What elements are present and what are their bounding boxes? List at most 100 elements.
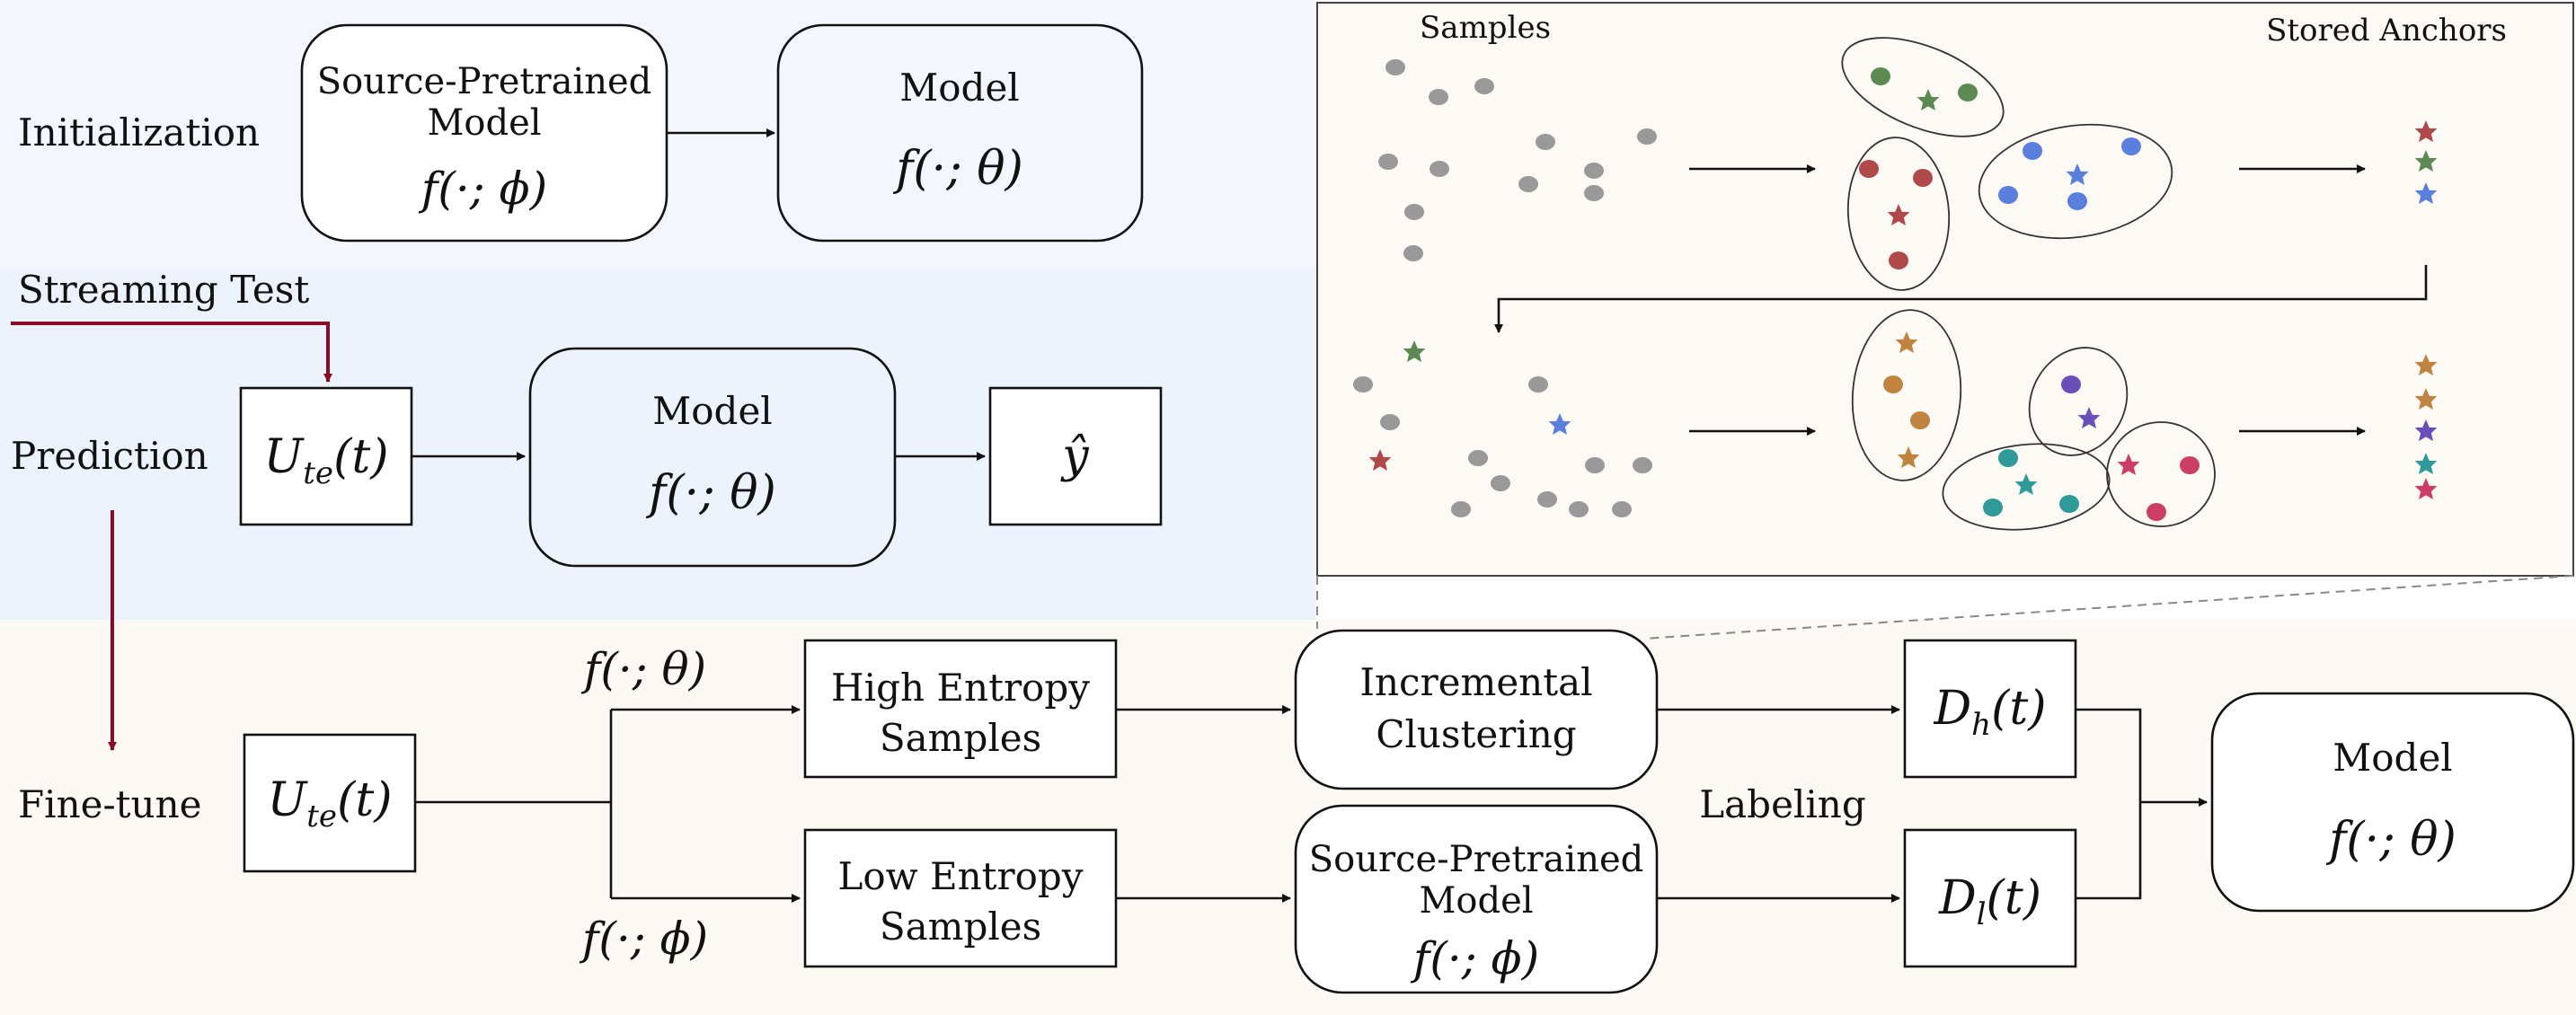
dl-argument: (t) — [1987, 871, 2041, 925]
pink-point — [2147, 503, 2166, 521]
sample-point — [1537, 491, 1557, 508]
prediction-output-label: ŷ — [1060, 429, 1089, 483]
sample-point — [1491, 475, 1510, 491]
final-model-label: Model — [2333, 736, 2452, 780]
init-model-label: Model — [899, 66, 1019, 110]
clustering-line1: Incremental — [1359, 660, 1592, 704]
cluster-ellipse-orange — [1851, 309, 1962, 481]
high-entropy-line1: High Entropy — [831, 666, 1090, 710]
prediction-model-box — [528, 347, 897, 568]
green-point — [1871, 67, 1890, 85]
sample-point — [1429, 89, 1448, 105]
prediction-model-label: Model — [652, 389, 772, 433]
cluster-ellipse-green — [1841, 37, 2005, 137]
sample-point — [1536, 134, 1555, 150]
row1-samples — [1378, 59, 1657, 261]
dl-label: Dl(t) — [1938, 871, 2041, 932]
green-point — [1958, 84, 1978, 102]
dh-box — [1903, 639, 2077, 779]
sample-point — [1612, 501, 1632, 517]
low-entropy-line2: Samples — [880, 905, 1041, 949]
sample-point — [1385, 59, 1405, 75]
merge-line — [2076, 708, 2142, 900]
final-model-function: f(·; θ) — [2325, 813, 2456, 867]
ute-subscript: te — [306, 799, 337, 834]
sample-point — [1637, 128, 1657, 145]
inset-samples-label: Samples — [1420, 10, 1551, 46]
source-model-title-line1: Source-Pretrained — [317, 61, 652, 102]
red-point — [1889, 252, 1908, 269]
labeling-label: Labeling — [1699, 782, 1865, 826]
cluster-ellipse-red — [1846, 137, 1951, 291]
finetune-source-function: f(·; ϕ) — [1410, 932, 1539, 984]
finetune-background — [0, 620, 2576, 1015]
sample-point — [1569, 501, 1589, 517]
dh-argument: (t) — [1991, 682, 2046, 736]
sample-point — [1633, 457, 1652, 473]
zoom-line-right — [1643, 575, 2574, 640]
ute-argument: (t) — [333, 430, 388, 484]
sample-point — [1585, 457, 1605, 473]
prediction-input-label: Ute(t) — [263, 430, 388, 491]
high-entropy-line2: Samples — [880, 716, 1041, 760]
prediction-model-function: f(·; θ) — [645, 466, 776, 520]
red-point — [1913, 169, 1933, 187]
prediction-output-box — [988, 386, 1163, 526]
teal-point — [2059, 495, 2079, 513]
blue-point — [2121, 137, 2141, 155]
sample-point — [1451, 501, 1471, 517]
blue-point — [2067, 192, 2087, 210]
cluster-ellipse-pink — [2106, 421, 2216, 527]
dl-box — [1903, 828, 2077, 968]
sample-point — [1404, 204, 1424, 220]
branch-label-theta: f(·; θ) — [580, 643, 706, 695]
pink-point — [2180, 456, 2200, 474]
init-model-function: f(·; θ) — [892, 142, 1023, 196]
branch-label-phi: f(·; ϕ) — [579, 913, 708, 965]
ute-argument: (t) — [337, 773, 392, 827]
phase-label-streaming-test: Streaming Test — [18, 268, 309, 312]
inset-panel — [1316, 2, 2574, 577]
sample-point — [1430, 161, 1449, 177]
source-model-function: f(·; ϕ) — [418, 163, 547, 215]
ute-subscript: te — [303, 455, 333, 491]
sample-point — [1380, 414, 1400, 430]
teal-point — [1998, 449, 2018, 467]
cluster-ellipse-teal — [1942, 443, 2111, 531]
sample-point — [1474, 78, 1494, 94]
blue-point — [2023, 142, 2042, 160]
sample-point — [1403, 245, 1423, 261]
red-point — [1859, 160, 1879, 178]
sample-point — [1528, 376, 1548, 393]
cluster-ellipse-blue — [1978, 123, 2173, 240]
teal-point — [1983, 499, 2003, 516]
sample-point — [1584, 185, 1604, 201]
sample-point — [1468, 450, 1488, 466]
cluster-ellipse-purple — [2028, 347, 2129, 456]
orange-point — [1910, 411, 1930, 429]
orange-point — [1883, 375, 1903, 393]
sample-point — [1353, 376, 1373, 393]
incremental-clustering-box — [1294, 629, 1659, 790]
finetune-source-line2: Model — [1419, 880, 1533, 922]
blue-point — [1998, 186, 2018, 204]
clustering-line2: Clustering — [1376, 712, 1576, 756]
dh-label: Dh(t) — [1933, 682, 2046, 743]
purple-point — [2061, 375, 2081, 393]
sample-point — [1584, 163, 1604, 179]
phase-label-finetune: Fine-tune — [18, 782, 202, 826]
finetune-source-line1: Source-Pretrained — [1309, 839, 1644, 880]
finetuned-model-box — [2210, 692, 2575, 913]
row2-cluster-points — [1883, 375, 2200, 521]
clustering-inset: Samples Stored Anchors — [1316, 2, 2574, 577]
phase-label-prediction: Prediction — [11, 434, 208, 478]
sample-point — [1518, 176, 1538, 192]
high-entropy-box — [803, 639, 1118, 779]
dl-subscript: l — [1977, 896, 1987, 932]
inset-feedback-arrow — [1494, 265, 2428, 333]
prediction-input-box — [239, 386, 413, 526]
phase-label-initialization: Initialization — [18, 110, 260, 154]
inset-anchors-label: Stored Anchors — [2266, 13, 2507, 49]
